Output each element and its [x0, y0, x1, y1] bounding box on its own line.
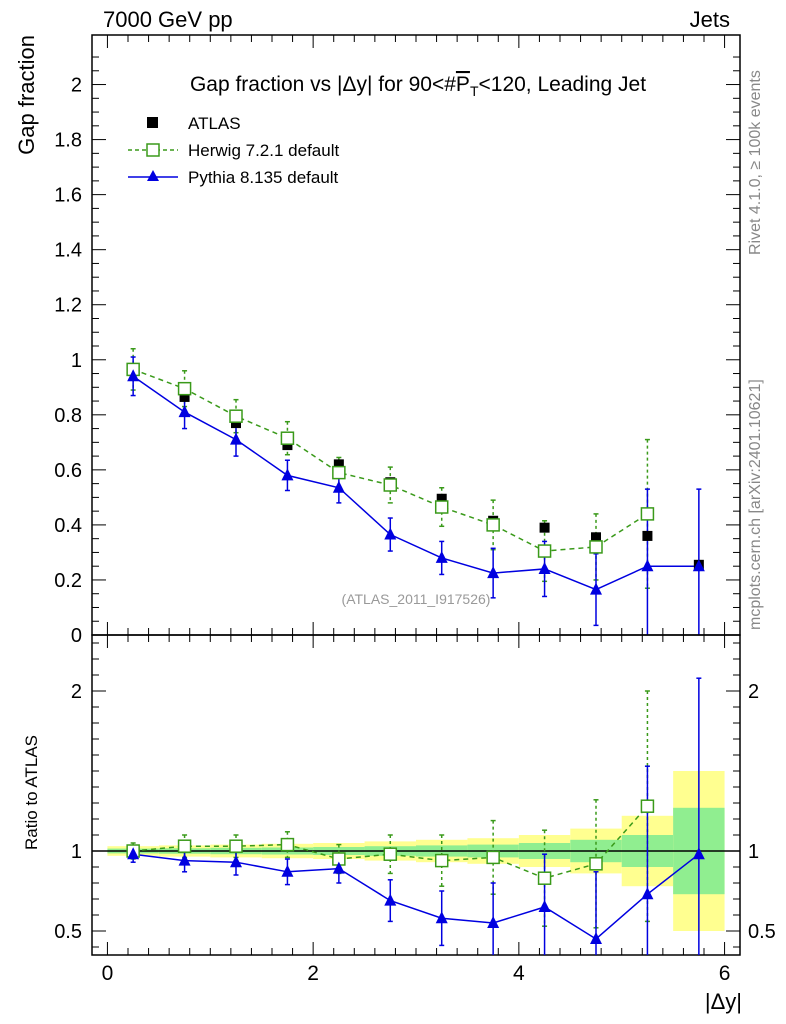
herwig-ratio-marker [589, 857, 603, 871]
pythia-ratio-marker [281, 864, 294, 877]
pythia-marker [281, 468, 294, 481]
herwig-ratio-marker [280, 837, 295, 852]
jets-label: Jets [690, 7, 730, 32]
herwig-ratio-marker [486, 850, 500, 865]
herwig-ratio-marker [537, 871, 552, 885]
herwig-marker [434, 500, 449, 514]
x-tick-label: 4 [513, 962, 525, 985]
x-tick-label: 6 [719, 962, 731, 985]
herwig-marker [177, 381, 192, 396]
atlas-data-point [539, 522, 550, 533]
y-tick-label: 0.8 [54, 405, 82, 427]
pythia-marker [332, 480, 345, 493]
energy-label: 7000 GeV pp [103, 7, 233, 32]
pythia-marker [692, 559, 705, 572]
pythia-marker [641, 559, 654, 572]
atlas-data-point [333, 459, 344, 470]
pythia-ratio-marker [538, 900, 551, 912]
pythia-marker [230, 432, 242, 445]
rivet-version-label: Rivet 4.1.0, ≥ 100k events [747, 70, 764, 255]
x-axis-label: |Δy| [705, 989, 742, 1014]
pythia-ratio-marker [590, 932, 602, 944]
legend-atlas-marker [147, 117, 158, 128]
x-tick-label: 2 [307, 962, 319, 985]
ratio-y-tick-label: 1 [71, 841, 82, 863]
pythia-marker [487, 566, 500, 579]
herwig-ratio-marker [229, 839, 243, 853]
y-tick-label: 0 [71, 625, 82, 647]
x-tick-label: 0 [102, 962, 114, 985]
pythia-ratio-marker [332, 861, 345, 874]
y-tick-label: 1.6 [54, 185, 82, 207]
ratio-y-tick-label: 2 [71, 681, 82, 703]
atlas-data-point [591, 532, 601, 543]
legend-pythia-label: Pythia 8.135 default [188, 168, 339, 187]
title-sub: T [470, 83, 479, 99]
main-title: Gap fraction vs |Δy| for 90<#PT<120, Lea… [190, 73, 646, 99]
herwig-marker [229, 409, 243, 423]
pythia-marker [127, 369, 140, 382]
legend-herwig-label: Herwig 7.2.1 default [188, 141, 339, 160]
analysis-watermark: (ATLAS_2011_I917526) [342, 591, 491, 607]
herwig-ratio-marker [434, 853, 449, 868]
pythia-ratio-marker [435, 911, 448, 924]
main-panel: 0 0.2 0.4 0.6 0.8 1 1.2 1.4 1.6 1.8 2 [54, 34, 741, 647]
ratio-frame [91, 634, 741, 956]
pythia-ratio-marker [178, 853, 191, 866]
y-tick-label: 1.2 [54, 295, 82, 317]
atlas-data-point [436, 493, 447, 504]
herwig-marker [486, 518, 500, 532]
pythia-ratio-marker [127, 847, 140, 860]
title-post: <120, Leading Jet [479, 73, 647, 96]
pythia-marker [178, 405, 191, 418]
ratio-y-axis-label: Ratio to ATLAS [22, 735, 41, 850]
legend: ATLAS Herwig 7.2.1 default Pythia 8.135 … [128, 114, 339, 187]
atlas-data-point [282, 440, 293, 451]
ratio-panel: 0 2 4 6 0.5 0.5 1 1 2 2 [54, 634, 776, 985]
ratio-y-tick-label-right: 2 [748, 681, 759, 703]
herwig-marker [589, 540, 603, 554]
legend-pythia-marker [147, 170, 159, 181]
herwig-marker [332, 465, 346, 480]
pythia-marker [384, 527, 397, 540]
herwig-marker [280, 431, 295, 445]
mcplots-label: mcplots.cern.ch [arXiv:2401.10621] [747, 379, 764, 630]
pythia-ratio-line [133, 853, 700, 940]
y-tick-label: 1 [71, 350, 82, 372]
legend-atlas-label: ATLAS [188, 114, 241, 133]
herwig-ratio-line [133, 805, 648, 879]
herwig-marker [537, 544, 552, 558]
legend-herwig-marker [146, 143, 160, 157]
main-y-axis-label: Gap fraction [14, 35, 39, 155]
ratio-y-tick-label-right: 0.5 [748, 921, 776, 943]
title-p: P [456, 73, 470, 96]
ratio-y-tick-label: 0.5 [54, 921, 82, 943]
ratio-y-tick-label-right: 1 [748, 841, 759, 863]
herwig-marker [640, 507, 655, 521]
pythia-ratio-marker [692, 847, 705, 860]
y-tick-label: 2 [71, 75, 82, 97]
atlas-data-point [642, 530, 653, 541]
pythia-line [132, 375, 699, 591]
pythia-ratio-marker [487, 916, 500, 928]
pythia-marker [538, 561, 551, 574]
atlas-data-point [231, 418, 241, 429]
y-tick-label: 0.4 [54, 515, 82, 537]
herwig-ratio-marker [640, 799, 655, 813]
y-tick-label: 1.4 [54, 240, 82, 262]
y-tick-label: 1.8 [54, 130, 82, 152]
herwig-ratio-marker [177, 839, 192, 853]
herwig-ratio-marker [383, 847, 398, 861]
pythia-ratio-marker [384, 893, 397, 906]
pythia-marker [435, 550, 448, 563]
y-tick-label: 0.2 [54, 570, 82, 592]
pythia-marker [590, 582, 602, 595]
pythia-ratio-marker [230, 855, 242, 868]
herwig-marker [383, 478, 398, 492]
title-pre: Gap fraction vs |Δy| for 90<# [190, 73, 456, 96]
y-tick-label: 0.6 [54, 460, 82, 482]
pythia-ratio-marker [641, 887, 654, 900]
atlas-data-point [179, 391, 190, 402]
